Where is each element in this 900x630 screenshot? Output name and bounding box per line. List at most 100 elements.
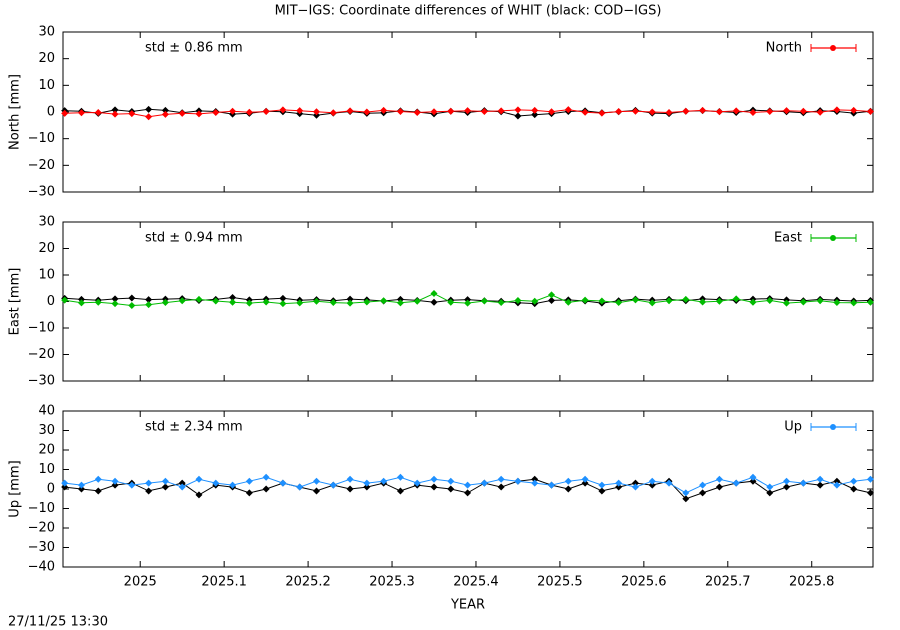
x-tick-label: 2025 [124, 575, 157, 590]
data-point [783, 299, 791, 307]
data-point [279, 294, 287, 302]
data-point [682, 295, 690, 303]
data-point [564, 298, 572, 306]
data-point [766, 296, 774, 304]
data-point [161, 483, 169, 491]
y-tick-label: 30 [38, 25, 55, 40]
y-tick-label: −20 [28, 158, 55, 173]
data-point [229, 294, 237, 302]
data-point [329, 299, 337, 307]
data-point [615, 107, 623, 115]
data-point [497, 475, 505, 483]
data-point [766, 489, 774, 497]
data-point [850, 106, 858, 114]
data-point [145, 113, 153, 121]
data-point [128, 301, 136, 309]
data-point [816, 481, 824, 489]
y-tick-label: −20 [28, 347, 55, 362]
data-point [682, 489, 690, 497]
data-point [480, 297, 488, 305]
x-tick-label: 2025.1 [201, 575, 247, 590]
data-point [464, 481, 472, 489]
data-point [699, 106, 707, 114]
data-point [430, 108, 438, 116]
data-point [631, 107, 639, 115]
data-point [279, 479, 287, 487]
data-point [598, 481, 606, 489]
data-point [749, 298, 757, 306]
data-point [648, 481, 656, 489]
data-point [380, 297, 388, 305]
y-tick-label: −10 [28, 321, 55, 336]
data-point [749, 473, 757, 481]
data-point [665, 297, 673, 305]
data-point [346, 107, 354, 115]
y-tick-label: 20 [38, 241, 55, 256]
data-point [548, 296, 556, 304]
data-point [430, 475, 438, 483]
data-point [312, 477, 320, 485]
y-tick-label: 30 [38, 215, 55, 230]
data-point [262, 298, 270, 306]
data-point [631, 479, 639, 487]
data-point [682, 495, 690, 503]
data-point [850, 477, 858, 485]
data-point [312, 487, 320, 495]
data-point [229, 107, 237, 115]
data-point [682, 107, 690, 115]
x-tick-label: 2025.3 [369, 575, 415, 590]
data-point [262, 473, 270, 481]
data-point [766, 107, 774, 115]
x-tick-label: 2025.8 [789, 575, 835, 590]
data-point [464, 299, 472, 307]
data-point [447, 298, 455, 306]
data-point [430, 290, 438, 298]
data-point [447, 477, 455, 485]
data-point [816, 475, 824, 483]
data-point [833, 299, 841, 307]
data-point [799, 298, 807, 306]
data-point [413, 297, 421, 305]
data-point [732, 295, 740, 303]
data-point [598, 297, 606, 305]
data-point [799, 479, 807, 487]
data-point [111, 110, 119, 118]
data-point [715, 108, 723, 116]
data-point [430, 483, 438, 491]
data-point [195, 110, 203, 118]
data-point [145, 105, 153, 113]
data-point [850, 299, 858, 307]
data-point [396, 487, 404, 495]
data-point [212, 109, 220, 117]
y-tick-label: −40 [28, 560, 55, 575]
data-point [346, 299, 354, 307]
y-tick-label: 0 [47, 294, 55, 309]
data-point [178, 109, 186, 117]
legend-swatch [830, 424, 836, 430]
data-point [296, 299, 304, 307]
legend-label: North [766, 41, 802, 56]
data-point [631, 296, 639, 304]
data-point [380, 106, 388, 114]
data-point [749, 477, 757, 485]
y-axis-label: East [mm] [8, 268, 23, 336]
data-point [413, 109, 421, 117]
y-tick-label: −30 [28, 374, 55, 389]
data-point [61, 296, 69, 304]
data-point [178, 483, 186, 491]
data-point [783, 107, 791, 115]
x-tick-label: 2025.5 [537, 575, 583, 590]
data-point [262, 107, 270, 115]
data-point [615, 479, 623, 487]
data-point [833, 106, 841, 114]
data-point [279, 300, 287, 308]
data-point [464, 489, 472, 497]
data-point [329, 481, 337, 489]
y-tick-label: 40 [38, 404, 55, 419]
data-point [94, 109, 102, 117]
data-point [145, 301, 153, 309]
data-point [514, 477, 522, 485]
x-tick-label: 2025.2 [285, 575, 331, 590]
data-point [665, 479, 673, 487]
data-point [396, 473, 404, 481]
